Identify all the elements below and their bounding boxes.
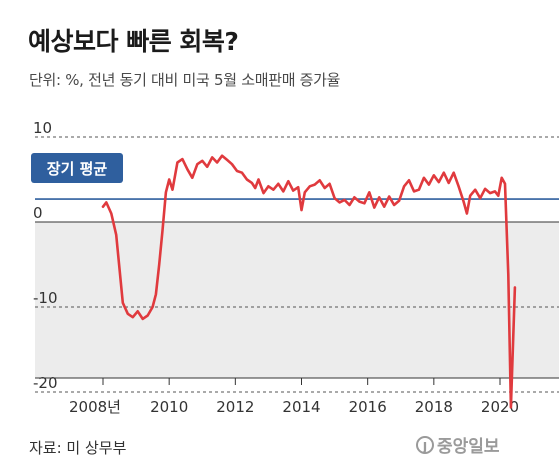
y-tick-label: 0 [33,204,43,222]
x-tick-label: 2016 [349,398,387,416]
x-tick-label: 2014 [282,398,320,416]
x-tick-label: 2018 [415,398,453,416]
y-tick-label: -10 [33,289,58,307]
chart-subtitle: 단위: %, 전년 동기 대비 미국 5월 소매판매 증가율 [29,71,341,89]
source-note: 자료: 미 상무부 [29,439,127,457]
chart-title: 예상보다 빠른 회복? [28,27,239,56]
y-tick-label: -20 [33,374,58,392]
negative-region-background [35,222,559,378]
y-tick-label: 10 [33,119,52,137]
publisher-logo-text: 중앙일보 [437,437,500,457]
joongang-logo-icon: J [416,435,434,454]
publisher-logo: J 중앙일보 [416,432,500,457]
x-tick-label: 2020 [481,398,519,416]
long-term-average-label-text: 장기 평균 [47,160,108,178]
retail-sales-line [101,154,517,409]
x-tick-label: 2008년 [69,398,121,416]
x-tick-label: 2012 [216,398,254,416]
x-tick-label: 2010 [150,398,188,416]
long-term-average-label: 장기 평균 [31,153,123,183]
